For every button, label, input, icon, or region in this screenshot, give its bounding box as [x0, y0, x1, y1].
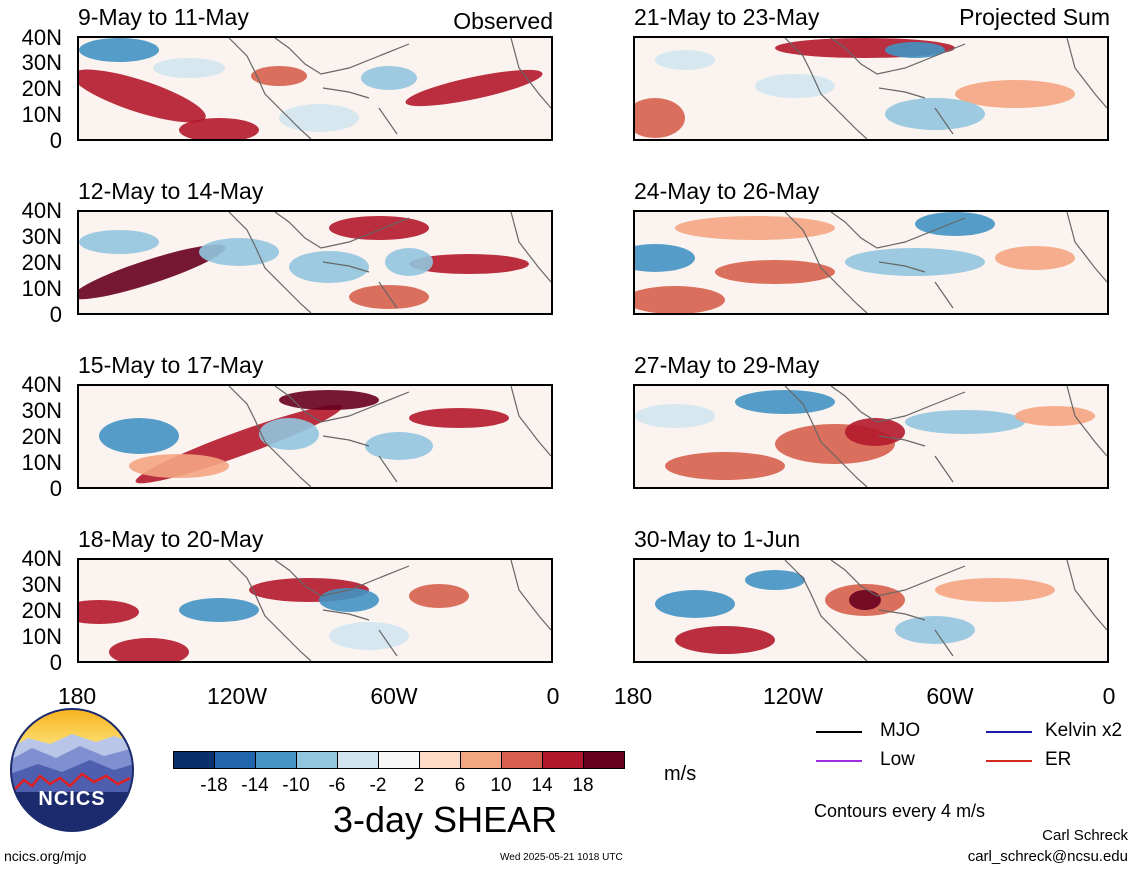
observed-panel-2-title: 12-May to 14-May	[78, 178, 264, 204]
lat-label: 10N	[21, 276, 62, 301]
colorbar-title: 3-day SHEAR	[333, 799, 558, 840]
shear-field	[79, 38, 551, 139]
lon-label: 0	[546, 683, 560, 709]
footer-timestamp: Wed 2025-05-21 1018 UTC	[500, 852, 623, 863]
colorbar-tick-label: -10	[282, 775, 310, 796]
projected-panel-3-title: 27-May to 29-May	[634, 352, 820, 378]
shear-field	[635, 38, 1107, 139]
lat-label: 20N	[21, 424, 62, 449]
observed-label: Observed	[453, 8, 553, 34]
lat-label: 0	[49, 476, 62, 501]
shear-field	[635, 560, 1107, 661]
legend-line-kelvin	[986, 731, 1032, 733]
legend-line-low	[816, 760, 862, 762]
colorbar-swatch	[583, 751, 625, 769]
lat-label: 20N	[21, 76, 62, 101]
legend-label-er: ER	[1045, 749, 1072, 770]
projected-panel-1-title: 21-May to 23-May	[634, 4, 820, 30]
footer-author: Carl Schreck	[1042, 827, 1128, 844]
colorbar-swatch	[460, 751, 502, 769]
colorbar-swatch	[378, 751, 420, 769]
shear-field	[79, 560, 551, 661]
colorbar-tick-label: -2	[369, 775, 387, 796]
colorbar-swatch	[337, 751, 379, 769]
lat-label: 40N	[21, 198, 62, 223]
ncics-logo-graphic	[10, 708, 134, 832]
colorbar-tick-label: -18	[200, 775, 228, 796]
ncics-logo: NCICS	[10, 708, 134, 832]
projected-map-4	[633, 558, 1109, 663]
lon-label: 180	[613, 683, 653, 709]
colorbar-tick-label: 10	[490, 775, 512, 796]
legend-label-mjo: MJO	[880, 720, 921, 741]
legend-label-kelvin: Kelvin x2	[1045, 720, 1123, 741]
lon-label: 60W	[926, 683, 974, 709]
lat-label: 20N	[21, 598, 62, 623]
lat-label: 40N	[21, 25, 62, 50]
lat-label: 30N	[21, 50, 62, 75]
lon-label: 120W	[762, 683, 824, 709]
lon-label: 0	[1102, 683, 1116, 709]
projected-map-3	[633, 384, 1109, 489]
colorbar-swatch	[296, 751, 338, 769]
shear-field	[79, 386, 551, 487]
colorbar-swatch	[255, 751, 297, 769]
shear-field	[79, 212, 551, 313]
observed-panel-4-title: 18-May to 20-May	[78, 526, 264, 552]
colorbar-tick-label: 14	[531, 775, 553, 796]
contour-note: Contours every 4 m/s	[814, 801, 986, 821]
lon-label: 180	[57, 683, 97, 709]
lat-label: 30N	[21, 398, 62, 423]
observed-map-4	[77, 558, 553, 663]
lat-label: 0	[49, 302, 62, 327]
observed-panel-3-title: 15-May to 17-May	[78, 352, 264, 378]
footer-email[interactable]: carl_schreck@ncsu.edu	[967, 848, 1128, 865]
observed-map-3	[77, 384, 553, 489]
colorbar-swatch	[501, 751, 543, 769]
projected-map-1	[633, 36, 1109, 141]
legend-label-low: Low	[880, 749, 915, 770]
lat-label: 30N	[21, 224, 62, 249]
colorbar-units: m/s	[664, 763, 697, 785]
legend-line-er	[986, 760, 1032, 762]
colorbar-swatch	[542, 751, 584, 769]
ncics-logo-text: NCICS	[38, 788, 106, 810]
projected-panel-2-title: 24-May to 26-May	[634, 178, 820, 204]
projected-map-2	[633, 210, 1109, 315]
colorbar-tick-label: -6	[328, 775, 346, 796]
lat-label: 30N	[21, 572, 62, 597]
shear-field	[635, 212, 1107, 313]
lat-label: 10N	[21, 624, 62, 649]
lat-label: 10N	[21, 450, 62, 475]
lat-label: 20N	[21, 250, 62, 275]
colorbar-swatch	[214, 751, 256, 769]
lat-label: 10N	[21, 102, 62, 127]
observed-panel-1-title: 9-May to 11-May	[78, 4, 249, 30]
lon-label: 120W	[206, 683, 268, 709]
projected-panel-4-title: 30-May to 1-Jun	[634, 526, 801, 552]
colorbar-tick-label: 2	[413, 775, 425, 796]
colorbar-swatch	[419, 751, 461, 769]
colorbar-tick-label: 18	[572, 775, 594, 796]
lat-label: 40N	[21, 546, 62, 571]
legend-line-mjo	[816, 731, 862, 733]
projected-sum-label: Projected Sum	[959, 4, 1110, 30]
colorbar-tick-label: -14	[241, 775, 269, 796]
observed-map-1	[77, 36, 553, 141]
shear-field	[635, 386, 1107, 487]
lon-label: 60W	[370, 683, 418, 709]
footer-website[interactable]: ncics.org/mjo	[4, 848, 87, 864]
lat-label: 0	[49, 650, 62, 675]
lat-label: 40N	[21, 372, 62, 397]
colorbar-tick-label: 6	[454, 775, 466, 796]
colorbar-swatch	[173, 751, 215, 769]
observed-map-2	[77, 210, 553, 315]
lat-label: 0	[49, 128, 62, 153]
